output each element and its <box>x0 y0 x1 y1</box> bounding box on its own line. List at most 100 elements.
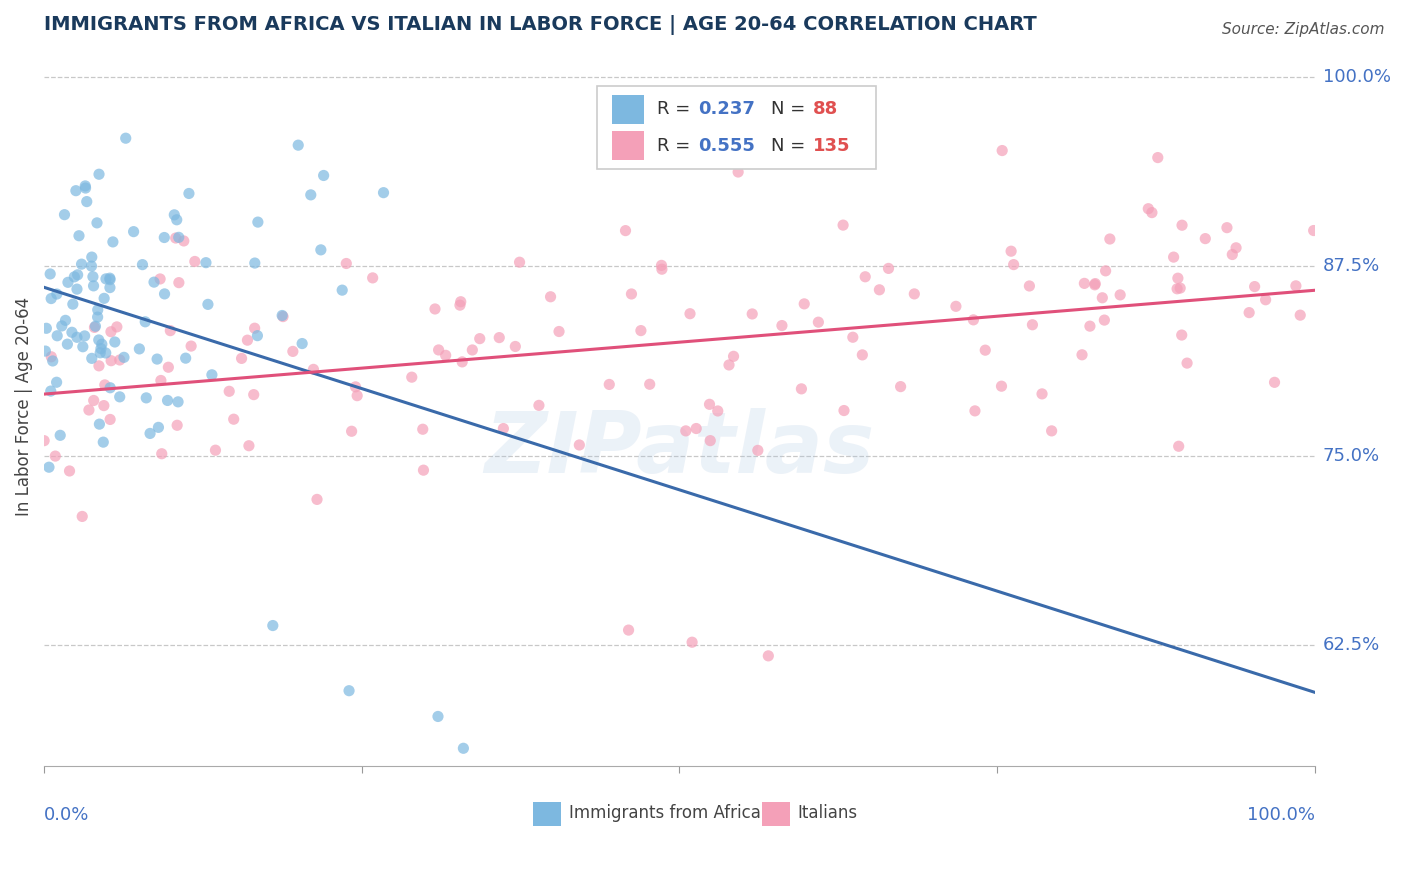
Point <box>974 343 997 358</box>
Point <box>1021 318 1043 332</box>
Text: Italians: Italians <box>797 805 858 822</box>
Point <box>1167 439 1189 453</box>
Point <box>291 336 314 351</box>
Point <box>243 256 266 270</box>
Point <box>83 393 105 408</box>
Point <box>568 438 591 452</box>
Point <box>134 315 156 329</box>
Point <box>1220 247 1243 261</box>
Text: 100.0%: 100.0% <box>1323 68 1391 86</box>
Point <box>89 346 111 360</box>
Point <box>509 255 531 269</box>
Point <box>630 324 652 338</box>
Point <box>108 390 131 404</box>
Point <box>166 212 188 227</box>
Point <box>114 131 136 145</box>
Point <box>184 254 207 268</box>
Point <box>45 376 67 390</box>
Point <box>1137 202 1160 216</box>
Bar <box>612 131 644 161</box>
Point <box>675 424 697 438</box>
Point <box>174 351 197 366</box>
Point <box>305 492 328 507</box>
Point <box>49 428 72 442</box>
Point <box>80 250 103 264</box>
Point <box>246 215 269 229</box>
Point <box>346 389 368 403</box>
Point <box>427 343 450 357</box>
Point <box>105 319 128 334</box>
Point <box>32 434 55 448</box>
Point <box>832 403 855 417</box>
Point <box>1194 231 1216 245</box>
Point <box>1263 376 1285 390</box>
Point <box>990 379 1012 393</box>
Point <box>373 186 395 200</box>
Bar <box>533 803 561 826</box>
Point <box>87 302 110 317</box>
Point <box>598 377 620 392</box>
Point <box>617 623 640 637</box>
Point <box>60 326 83 340</box>
Point <box>903 286 925 301</box>
Point <box>1146 151 1168 165</box>
Point <box>93 399 115 413</box>
Point <box>461 343 484 357</box>
Point <box>309 243 332 257</box>
Point <box>302 362 325 376</box>
Point <box>423 301 446 316</box>
Point <box>853 269 876 284</box>
Point <box>335 256 357 270</box>
Point <box>1084 277 1107 291</box>
Point <box>66 282 89 296</box>
Point <box>1018 279 1040 293</box>
Point <box>242 387 264 401</box>
Point <box>727 165 749 179</box>
Point <box>877 261 900 276</box>
Point <box>790 382 813 396</box>
Point <box>45 287 67 301</box>
Point <box>75 181 97 195</box>
Point <box>112 351 135 365</box>
Text: R =: R = <box>657 136 696 155</box>
Point <box>699 397 721 411</box>
Point <box>756 648 779 663</box>
Text: 62.5%: 62.5% <box>1323 636 1381 654</box>
Point <box>1243 279 1265 293</box>
Point <box>1166 282 1188 296</box>
Text: Immigrants from Africa: Immigrants from Africa <box>569 805 761 822</box>
Point <box>962 313 984 327</box>
Point <box>1109 288 1132 302</box>
Point <box>312 169 335 183</box>
Text: 0.555: 0.555 <box>699 136 755 155</box>
Point <box>66 268 89 282</box>
Point <box>80 259 103 273</box>
Text: 87.5%: 87.5% <box>1323 258 1381 276</box>
Point <box>527 398 550 412</box>
Point <box>238 439 260 453</box>
Point <box>150 447 173 461</box>
Point <box>679 307 702 321</box>
Point <box>449 298 471 312</box>
Point <box>890 379 912 393</box>
Point <box>1170 328 1192 343</box>
Point <box>93 291 115 305</box>
Point <box>167 394 190 409</box>
Point <box>1167 271 1189 285</box>
Point <box>35 321 58 335</box>
Point <box>108 353 131 368</box>
Point <box>231 351 253 366</box>
Point <box>770 318 793 333</box>
Point <box>87 333 110 347</box>
Point <box>98 271 121 285</box>
Point <box>44 449 66 463</box>
Point <box>1098 232 1121 246</box>
Point <box>87 167 110 181</box>
Point <box>66 330 89 344</box>
Point <box>851 348 873 362</box>
Point <box>505 339 527 353</box>
Point <box>1175 356 1198 370</box>
Point <box>149 272 172 286</box>
Point <box>76 194 98 209</box>
Point <box>243 321 266 335</box>
